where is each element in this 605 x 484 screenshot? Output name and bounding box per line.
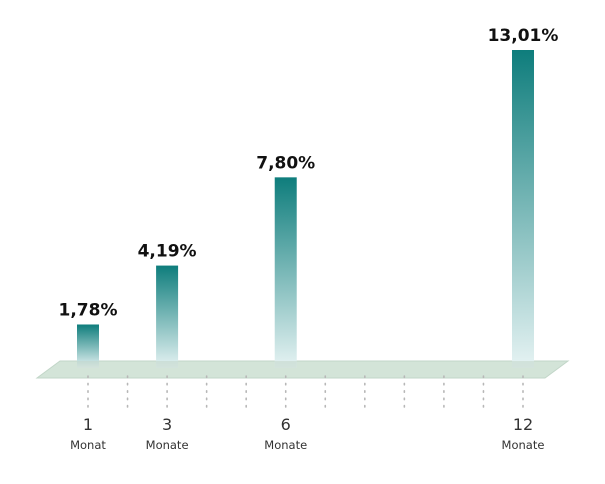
labels: 1,78% 1 Monat 4,19% 3 Monate 7,80% 6 Monate 13,01… (59, 26, 559, 452)
category-sublabel: Monat (70, 438, 106, 452)
category-sublabel: Monate (502, 438, 545, 452)
bar-footprint (156, 361, 179, 368)
category-label: 1 (83, 415, 93, 434)
category-sublabel: Monate (264, 438, 307, 452)
category-sublabel: Monate (146, 438, 189, 452)
floor-plane (35, 360, 570, 379)
category-label: 3 (162, 415, 172, 434)
category-label: 6 (281, 415, 291, 434)
value-label: 4,19% (138, 242, 197, 262)
category-label: 12 (513, 415, 533, 434)
bar (156, 265, 179, 368)
bar (512, 50, 534, 368)
value-label: 13,01% (488, 26, 559, 46)
bar-footprint (274, 361, 297, 368)
tick-marks (87, 375, 524, 409)
bar (77, 324, 99, 368)
bar-footprint (512, 361, 534, 368)
bars (77, 50, 534, 368)
bar-footprint (77, 361, 99, 368)
value-label: 7,80% (256, 153, 315, 173)
value-label: 1,78% (59, 300, 118, 320)
bar (274, 177, 297, 368)
